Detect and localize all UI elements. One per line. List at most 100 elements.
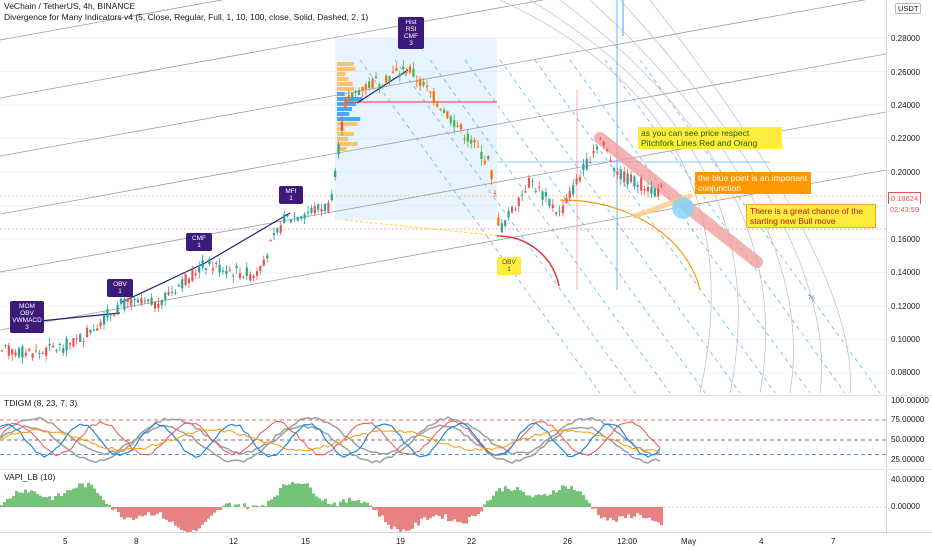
price-chart-canvas[interactable]	[0, 0, 886, 393]
candle-body	[565, 198, 567, 203]
candle-body	[460, 124, 462, 129]
divergence-indicator-legend[interactable]: Divergence for Many Indicators v4 (5, Cl…	[4, 12, 368, 22]
flag-label: OBV 1	[502, 259, 516, 273]
vapi-bar	[462, 507, 465, 523]
candle-body	[225, 271, 227, 275]
vapi-bar	[456, 507, 459, 522]
candle-body	[372, 78, 374, 88]
candle-body	[127, 299, 129, 302]
candle-body	[470, 139, 472, 143]
candle-body	[508, 211, 510, 217]
vapi-bar	[42, 497, 45, 507]
candle-body	[334, 171, 336, 177]
vapi-bar	[525, 495, 528, 507]
vapi-bar	[372, 507, 375, 510]
candle-body	[59, 344, 61, 345]
vapi-bar	[297, 483, 300, 507]
candle-body	[15, 353, 17, 356]
candle-body	[62, 348, 64, 353]
tdigm-axis[interactable]: 100.00000 75.00000 50.00000 25.00000	[886, 395, 932, 468]
volume-profile-bar	[337, 122, 357, 126]
vapi-title[interactable]: VAPI_LB (10)	[4, 472, 55, 482]
note-pitchfork[interactable]: as you can see price respect Pitchfork L…	[638, 127, 782, 149]
vapi-bar	[6, 499, 9, 507]
vapi-bar	[138, 507, 141, 516]
candle-body	[344, 99, 346, 108]
vapi-bar	[522, 492, 525, 507]
note-text: the blue point is an important conjuncti…	[698, 173, 807, 193]
divergence-flag-obv-bull: OBV 1	[497, 257, 521, 275]
candle-body	[348, 95, 350, 98]
divergence-flag-obv: OBV 1	[107, 279, 133, 297]
candle-body	[511, 207, 513, 213]
candle-body	[307, 212, 309, 213]
candle-body	[457, 126, 459, 127]
candle-body	[263, 260, 265, 266]
vapi-bar	[465, 507, 468, 524]
price-chart-pane[interactable]: VeChain / TetherUS, 4h, BINANCE Divergen…	[0, 0, 886, 393]
vapi-axis[interactable]: 40.00000 0.00000	[886, 469, 932, 533]
volume-profile-bar	[337, 112, 349, 116]
candle-body	[314, 206, 316, 213]
candle-body	[300, 216, 302, 218]
price-axis[interactable]: USDT 0.28000 0.26000 0.24000 0.22000 0.2…	[886, 0, 932, 393]
vapi-bar	[291, 482, 294, 507]
time-label: 12:00	[617, 537, 637, 546]
vapi-bar	[603, 507, 606, 517]
candle-body	[562, 206, 564, 213]
vapi-bar	[54, 496, 57, 507]
candle-body	[178, 285, 180, 286]
candle-body	[620, 169, 622, 179]
vapi-canvas[interactable]	[0, 470, 886, 533]
candle-body	[42, 353, 44, 354]
vapi-bar	[318, 498, 321, 507]
vapi-bar	[225, 503, 228, 507]
note-blue-point[interactable]: the blue point is an important conjuncti…	[695, 172, 811, 194]
vapi-bar	[432, 507, 435, 516]
candle-body	[174, 292, 176, 293]
vapi-bar	[660, 507, 663, 525]
tdigm-pane[interactable]: TDIGM (8, 23, 7, 3)	[0, 395, 886, 468]
vapi-bar	[324, 499, 327, 507]
vapi-bar	[378, 507, 381, 517]
vapi-bar	[555, 492, 558, 507]
candle-body	[202, 260, 204, 268]
candle-body	[21, 346, 23, 357]
vapi-bar	[384, 507, 387, 522]
flag-label: CMF 1	[192, 235, 206, 249]
vapi-bar	[141, 507, 144, 516]
vapi-pane[interactable]: VAPI_LB (10)	[0, 469, 886, 533]
tdigm-tick: 75.00000	[891, 415, 924, 424]
vapi-bar	[543, 494, 546, 507]
vapi-bar	[51, 500, 54, 507]
candle-body	[208, 259, 210, 264]
time-axis[interactable]: 5 8 12 15 19 22 26 12:00 May 4 7	[0, 532, 932, 551]
currency-badge[interactable]: USDT	[895, 3, 921, 14]
vapi-bar	[144, 507, 147, 515]
vapi-bar	[108, 505, 111, 507]
candle-body	[130, 299, 132, 305]
candle-body	[103, 315, 105, 325]
price-tick: 0.22000	[891, 134, 920, 143]
vapi-bar	[204, 507, 207, 522]
vapi-bar	[195, 507, 198, 531]
candle-body	[293, 216, 295, 217]
candle-body	[545, 192, 547, 196]
tdigm-canvas[interactable]	[0, 396, 886, 468]
volume-profile-bar	[337, 132, 354, 136]
tdigm-title[interactable]: TDIGM (8, 23, 7, 3)	[4, 398, 77, 408]
candle-body	[273, 233, 275, 235]
candle-body	[576, 178, 578, 183]
time-label: 12	[229, 537, 238, 546]
candle-body	[589, 162, 591, 163]
candle-body	[440, 109, 442, 110]
candle-body	[259, 266, 261, 271]
note-bull-move[interactable]: There is a great chance of the starting …	[746, 204, 876, 228]
vapi-bar	[480, 507, 483, 511]
candle-body	[147, 299, 149, 301]
vapi-bar	[243, 503, 246, 507]
vapi-bar	[279, 488, 282, 507]
vapi-bar	[264, 506, 267, 507]
vapi-bar	[186, 507, 189, 533]
vapi-bar	[357, 500, 360, 507]
